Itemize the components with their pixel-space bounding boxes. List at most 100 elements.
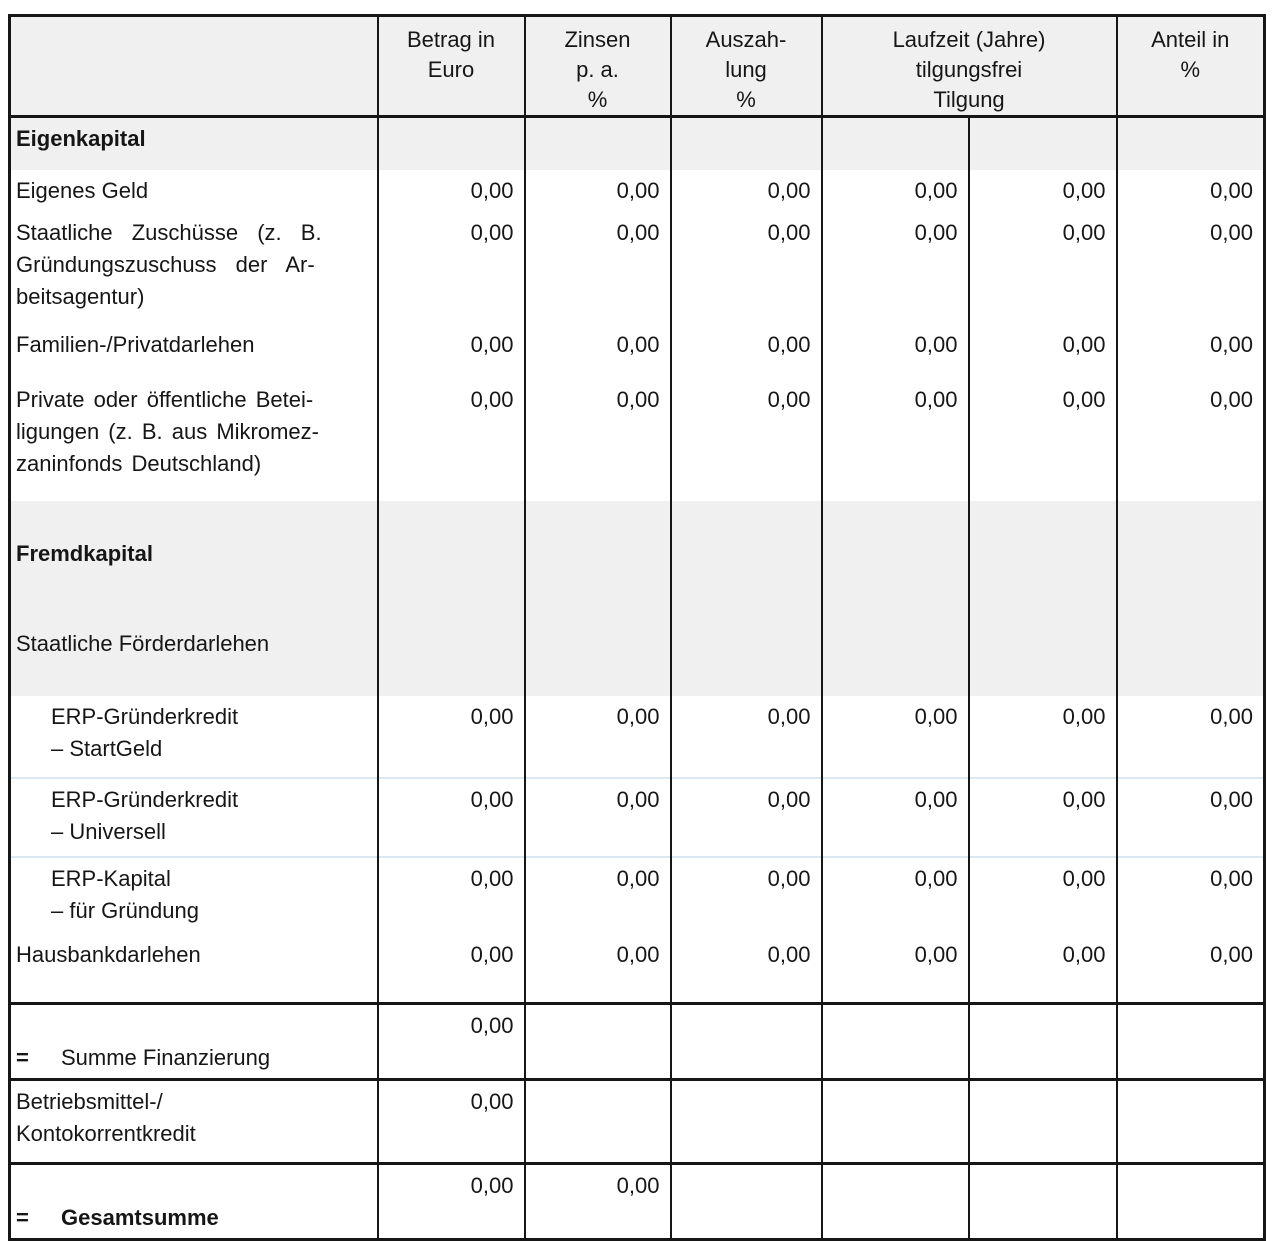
value-cell-tilgung: 0,00 [967, 855, 1117, 934]
value-cell-betrag: 0,00 [376, 695, 525, 778]
table-row-familien-privatdarlehen: Familien-/Privatdarlehen 0,00 0,00 0,00 … [10, 323, 1265, 379]
row-label-cell: ERP-Gründerkredit – StartGeld [51, 703, 239, 761]
value-cell-empty [820, 500, 969, 696]
equals-sign: = [16, 1205, 29, 1230]
table-row-erp-universell: ERP-Gründerkredit – Universell 0,00 0,00… [9, 776, 1265, 857]
value-cell-tilgung: 0,00 [967, 169, 1117, 212]
value-cell-anteil: 0,00 [1115, 169, 1265, 212]
header-cell-empty [9, 15, 378, 118]
value-cell-empty [967, 116, 1117, 170]
row-label: Summe Finanzierung [61, 1045, 271, 1070]
value-cell-empty [967, 1162, 1117, 1240]
table-row-gesamtsumme: = Gesamtsumme 0,00 0,00 [9, 1162, 1265, 1240]
value-cell-betrag: 0,00 [376, 378, 525, 501]
value-cell-auszahlung: 0,00 [669, 169, 822, 212]
value-cell-tilgung: 0,00 [967, 211, 1117, 324]
value-cell-empty [523, 116, 671, 170]
value-cell-betrag: 0,00 [376, 933, 525, 1004]
value-cell-anteil: 0,00 [1115, 855, 1265, 934]
value-cell-anteil: 0,00 [1115, 323, 1265, 379]
value-cell-empty [523, 1002, 671, 1080]
value-cell-tilgungsfrei: 0,00 [820, 933, 969, 1004]
value-cell-tilgungsfrei: 0,00 [820, 378, 969, 501]
value-cell-empty [967, 1078, 1117, 1164]
row-label-cell: Private oder öffentliche Betei- ligungen… [16, 386, 319, 476]
value-cell-zinsen: 0,00 [523, 776, 671, 857]
value-cell-tilgung: 0,00 [967, 378, 1117, 501]
value-cell-betrag: 0,00 [376, 1002, 525, 1080]
value-cell-auszahlung: 0,00 [669, 378, 822, 501]
financing-plan-table: Betrag in Euro Zinsen p. a. % Auszah- lu… [8, 14, 1266, 1241]
header-cell-laufzeit: Laufzeit (Jahre) tilgungsfrei Tilgung [820, 15, 1117, 118]
table-header-row: Betrag in Euro Zinsen p. a. % Auszah- lu… [9, 15, 1265, 118]
row-label: Gesamtsumme [61, 1205, 219, 1230]
value-cell-empty [820, 1002, 969, 1080]
section-row-fremdkapital: Fremdkapital Staatliche Förderdarlehen [9, 500, 1265, 696]
value-cell-empty [1115, 1162, 1265, 1240]
value-cell-empty [523, 500, 671, 696]
table-row-erp-startgeld: ERP-Gründerkredit – StartGeld 0,00 0,00 … [10, 695, 1265, 778]
value-cell-auszahlung: 0,00 [669, 211, 822, 324]
value-cell-auszahlung: 0,00 [669, 776, 822, 857]
value-cell-empty [523, 1078, 671, 1164]
value-cell-betrag: 0,00 [376, 855, 525, 934]
value-cell-empty [669, 1078, 822, 1164]
value-cell-empty [1115, 1078, 1265, 1164]
value-cell-zinsen: 0,00 [523, 1162, 671, 1240]
value-cell-auszahlung: 0,00 [669, 323, 822, 379]
value-cell-betrag: 0,00 [376, 1078, 525, 1164]
value-cell-empty [820, 116, 969, 170]
value-cell-tilgungsfrei: 0,00 [820, 169, 969, 212]
value-cell-empty [669, 500, 822, 696]
value-cell-anteil: 0,00 [1115, 933, 1265, 1004]
table-row-erp-kapital: ERP-Kapital – für Gründung 0,00 0,00 0,0… [9, 855, 1265, 934]
row-label-cell: = Gesamtsumme [9, 1162, 378, 1240]
value-cell-betrag: 0,00 [376, 211, 525, 324]
value-cell-zinsen: 0,00 [523, 378, 671, 501]
section-title: Eigenkapital [9, 116, 378, 170]
value-cell-empty [669, 116, 822, 170]
value-cell-anteil: 0,00 [1115, 211, 1265, 324]
row-label-cell: Familien-/Privatdarlehen [16, 331, 255, 357]
value-cell-empty [376, 500, 525, 696]
value-cell-zinsen: 0,00 [523, 323, 671, 379]
value-cell-tilgungsfrei: 0,00 [820, 695, 969, 778]
row-label-cell: ERP-Kapital – für Gründung [9, 855, 378, 934]
row-label-cell: ERP-Gründerkredit – Universell [9, 776, 378, 857]
header-cell-auszahlung: Auszah- lung % [669, 15, 822, 118]
value-cell-empty [967, 1002, 1117, 1080]
value-cell-auszahlung: 0,00 [669, 855, 822, 934]
section-title-main: Fremdkapital [16, 540, 153, 566]
value-cell-zinsen: 0,00 [523, 695, 671, 778]
section-row-eigenkapital: Eigenkapital [9, 116, 1265, 170]
value-cell-tilgung: 0,00 [967, 323, 1117, 379]
value-cell-zinsen: 0,00 [523, 211, 671, 324]
value-cell-auszahlung: 0,00 [669, 933, 822, 1004]
header-cell-betrag: Betrag in Euro [376, 15, 525, 118]
value-cell-anteil: 0,00 [1115, 378, 1265, 501]
row-label-cell: = Summe Finanzierung [9, 1002, 378, 1080]
value-cell-empty [1115, 1002, 1265, 1080]
header-cell-zinsen: Zinsen p. a. % [523, 15, 671, 118]
value-cell-anteil: 0,00 [1115, 776, 1265, 857]
value-cell-empty [967, 500, 1117, 696]
header-cell-anteil: Anteil in % [1115, 15, 1265, 118]
value-cell-tilgungsfrei: 0,00 [820, 855, 969, 934]
value-cell-tilgungsfrei: 0,00 [820, 211, 969, 324]
table-row-summe-finanzierung: = Summe Finanzierung 0,00 [9, 1002, 1265, 1080]
value-cell-auszahlung: 0,00 [669, 695, 822, 778]
table-row-staatliche-zuschuesse: Staatliche Zuschüsse (z. B. Gründungszus… [10, 211, 1265, 324]
value-cell-empty [820, 1162, 969, 1240]
row-label-cell: Hausbankdarlehen [16, 941, 201, 967]
value-cell-empty [1115, 500, 1265, 696]
value-cell-betrag: 0,00 [376, 169, 525, 212]
value-cell-betrag: 0,00 [376, 776, 525, 857]
table-row-eigenes-geld: Eigenes Geld 0,00 0,00 0,00 0,00 0,00 0,… [10, 169, 1265, 212]
section-title-sub: Staatliche Förderdarlehen [16, 630, 270, 656]
table-row-hausbankdarlehen: Hausbankdarlehen 0,00 0,00 0,00 0,00 0,0… [10, 933, 1265, 1004]
value-cell-empty [1115, 116, 1265, 170]
row-label-cell: Staatliche Zuschüsse (z. B. Gründungszus… [16, 219, 322, 309]
table-row-betriebsmittel: Betriebsmittel-/ Kontokorrentkredit 0,00 [9, 1078, 1265, 1164]
value-cell-tilgung: 0,00 [967, 695, 1117, 778]
value-cell-tilgung: 0,00 [967, 776, 1117, 857]
